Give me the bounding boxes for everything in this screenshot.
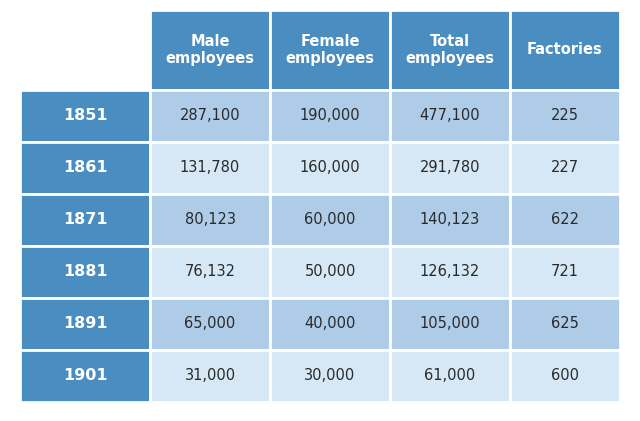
Text: Factories: Factories xyxy=(527,43,603,58)
Text: 76,132: 76,132 xyxy=(184,264,236,280)
Text: 61,000: 61,000 xyxy=(424,368,476,384)
Text: 31,000: 31,000 xyxy=(184,368,236,384)
Bar xyxy=(510,298,620,350)
Bar xyxy=(150,90,270,142)
Text: 1881: 1881 xyxy=(63,264,108,280)
Text: 287,100: 287,100 xyxy=(180,109,240,123)
Text: Female
employees: Female employees xyxy=(285,34,374,66)
Text: 50,000: 50,000 xyxy=(304,264,356,280)
Bar xyxy=(150,142,270,194)
Bar xyxy=(270,90,390,142)
Bar xyxy=(510,350,620,402)
Text: 126,132: 126,132 xyxy=(420,264,480,280)
Text: 477,100: 477,100 xyxy=(420,109,480,123)
Bar xyxy=(20,142,150,194)
Bar xyxy=(510,194,620,246)
Bar xyxy=(150,298,270,350)
Text: 225: 225 xyxy=(551,109,579,123)
Text: 1851: 1851 xyxy=(63,109,108,123)
Text: 105,000: 105,000 xyxy=(420,317,480,331)
Bar xyxy=(390,246,510,298)
Text: 625: 625 xyxy=(551,317,579,331)
Text: 1861: 1861 xyxy=(63,160,108,176)
Bar xyxy=(150,194,270,246)
Text: 1891: 1891 xyxy=(63,317,108,331)
Text: 160,000: 160,000 xyxy=(300,160,360,176)
Bar xyxy=(20,246,150,298)
Bar xyxy=(510,90,620,142)
Bar xyxy=(20,350,150,402)
Text: 80,123: 80,123 xyxy=(184,213,236,227)
Text: 60,000: 60,000 xyxy=(304,213,356,227)
Bar xyxy=(390,350,510,402)
Text: 140,123: 140,123 xyxy=(420,213,480,227)
Bar xyxy=(20,90,150,142)
Text: Total
employees: Total employees xyxy=(406,34,495,66)
Bar xyxy=(390,10,510,90)
Bar xyxy=(390,298,510,350)
Bar xyxy=(390,142,510,194)
Bar xyxy=(270,194,390,246)
Text: 600: 600 xyxy=(551,368,579,384)
Bar xyxy=(150,246,270,298)
Text: 65,000: 65,000 xyxy=(184,317,236,331)
Bar xyxy=(150,10,270,90)
Text: 1871: 1871 xyxy=(63,213,108,227)
Text: 30,000: 30,000 xyxy=(305,368,356,384)
Bar xyxy=(270,142,390,194)
Bar xyxy=(270,350,390,402)
Bar xyxy=(20,10,150,90)
Text: 190,000: 190,000 xyxy=(300,109,360,123)
Bar xyxy=(390,90,510,142)
Bar xyxy=(510,142,620,194)
Bar xyxy=(390,194,510,246)
Bar xyxy=(150,350,270,402)
Text: 291,780: 291,780 xyxy=(420,160,480,176)
Bar xyxy=(270,246,390,298)
Text: 622: 622 xyxy=(551,213,579,227)
Text: 721: 721 xyxy=(551,264,579,280)
Text: 40,000: 40,000 xyxy=(304,317,356,331)
Bar xyxy=(270,10,390,90)
Text: Male
employees: Male employees xyxy=(166,34,255,66)
Text: 1901: 1901 xyxy=(63,368,108,384)
Bar xyxy=(510,10,620,90)
Bar xyxy=(20,298,150,350)
Bar xyxy=(20,194,150,246)
Text: 227: 227 xyxy=(551,160,579,176)
Bar xyxy=(510,246,620,298)
Bar xyxy=(270,298,390,350)
Text: 131,780: 131,780 xyxy=(180,160,240,176)
